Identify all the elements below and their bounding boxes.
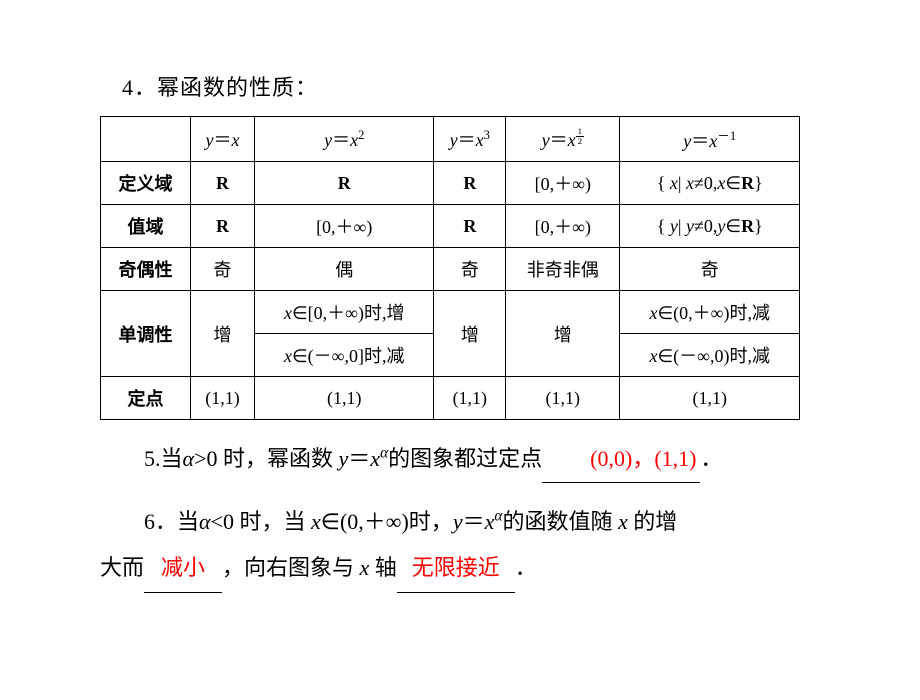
text: 的增	[628, 509, 678, 534]
math-alpha-gt-0: α	[183, 446, 195, 471]
header-yx: y＝x	[191, 117, 255, 162]
cell: R	[434, 162, 506, 205]
statement-6-line2: 大而减小 ，向右图象与 x 轴无限接近 ．	[100, 545, 830, 592]
answer-decrease: 减小	[161, 555, 205, 580]
cell: x∈(0,＋∞)时,减	[620, 291, 800, 334]
power-function-properties-table: y＝x y＝x2 y＝x3 y＝x12 y＝x－1 定义域 R R R [0,＋…	[100, 116, 800, 420]
cell: x∈(－∞,0]时,减	[254, 334, 434, 377]
text: ，向右图象与	[222, 555, 360, 580]
header-yxneg1: y＝x－1	[620, 117, 800, 162]
section-4-title: 4．幂函数的性质：	[100, 70, 830, 102]
cell: [0,＋∞)	[506, 162, 620, 205]
text: 的函数值随	[502, 509, 618, 534]
table-row-parity: 奇偶性 奇 偶 奇 非奇非偶 奇	[101, 248, 800, 291]
cell: R	[254, 162, 434, 205]
blank-approach: 无限接近	[397, 545, 515, 592]
math-x-axis: x	[360, 555, 370, 580]
cell: x∈(－∞,0)时,减	[620, 334, 800, 377]
header-yxhalf: y＝x12	[506, 117, 620, 162]
table-row-domain: 定义域 R R R [0,＋∞) { x| x≠0,x∈R}	[101, 162, 800, 205]
table-row-fixed: 定点 (1,1) (1,1) (1,1) (1,1) (1,1)	[101, 377, 800, 420]
header-blank	[101, 117, 191, 162]
text: 的图象都过定点	[388, 446, 542, 471]
cell: x∈[0,＋∞)时,增	[254, 291, 434, 334]
cell: 偶	[254, 248, 434, 291]
cell: R	[191, 162, 255, 205]
cell: { y| y≠0,y∈R}	[620, 205, 800, 248]
row-label-domain: 定义域	[101, 162, 191, 205]
answer-approach: 无限接近	[412, 555, 500, 580]
cell: (1,1)	[191, 377, 255, 420]
row-label-fixed: 定点	[101, 377, 191, 420]
text: 轴	[369, 555, 397, 580]
slide-content: 4．幂函数的性质： y＝x y＝x2 y＝x3 y＝x12 y＝x－1 定义域 …	[0, 0, 920, 633]
table-row-range: 值域 R [0,＋∞) R [0,＋∞) { y| y≠0,y∈R}	[101, 205, 800, 248]
math-alpha-lt-0: α	[199, 509, 211, 534]
row-label-parity: 奇偶性	[101, 248, 191, 291]
blank-decrease: 减小	[144, 545, 222, 592]
cell: 奇	[434, 248, 506, 291]
cell: { x| x≠0,x∈R}	[620, 162, 800, 205]
math-y-eq-xa: y	[339, 446, 349, 471]
cell: R	[434, 205, 506, 248]
cell: 增	[506, 291, 620, 377]
text: 时，	[409, 509, 453, 534]
statement-5: 5.当α>0 时，幂函数 y＝xα的图象都过定点(0,0)，(1,1)．	[100, 436, 830, 483]
text: 时，当	[234, 509, 311, 534]
text: 5.当	[144, 446, 183, 471]
cell: (1,1)	[506, 377, 620, 420]
text: 6．当	[144, 509, 199, 534]
statement-6-line1: 6．当α<0 时，当 x∈(0,＋∞)时，y＝xα的函数值随 x 的增	[100, 499, 830, 545]
blank-fixed-points: (0,0)，(1,1)	[542, 436, 700, 483]
table-row-header: y＝x y＝x2 y＝x3 y＝x12 y＝x－1	[101, 117, 800, 162]
row-label-mono: 单调性	[101, 291, 191, 377]
answer-fixed-points: (0,0)，(1,1)	[590, 446, 696, 471]
cell: [0,＋∞)	[506, 205, 620, 248]
cell: 奇	[191, 248, 255, 291]
header-yx2: y＝x2	[254, 117, 434, 162]
cell: R	[191, 205, 255, 248]
text: 时，幂函数	[218, 446, 339, 471]
cell: 增	[434, 291, 506, 377]
cell: (1,1)	[254, 377, 434, 420]
cell: 增	[191, 291, 255, 377]
header-yx3: y＝x3	[434, 117, 506, 162]
cell: (1,1)	[434, 377, 506, 420]
text: ．	[700, 446, 722, 471]
row-label-range: 值域	[101, 205, 191, 248]
cell: 非奇非偶	[506, 248, 620, 291]
cell: [0,＋∞)	[254, 205, 434, 248]
text: ．	[515, 555, 537, 580]
cell: (1,1)	[620, 377, 800, 420]
table-row-mono-a: 单调性 增 x∈[0,＋∞)时,增 增 增 x∈(0,＋∞)时,减	[101, 291, 800, 334]
cell: 奇	[620, 248, 800, 291]
math-x: x	[618, 509, 628, 534]
text: 大而	[100, 555, 144, 580]
